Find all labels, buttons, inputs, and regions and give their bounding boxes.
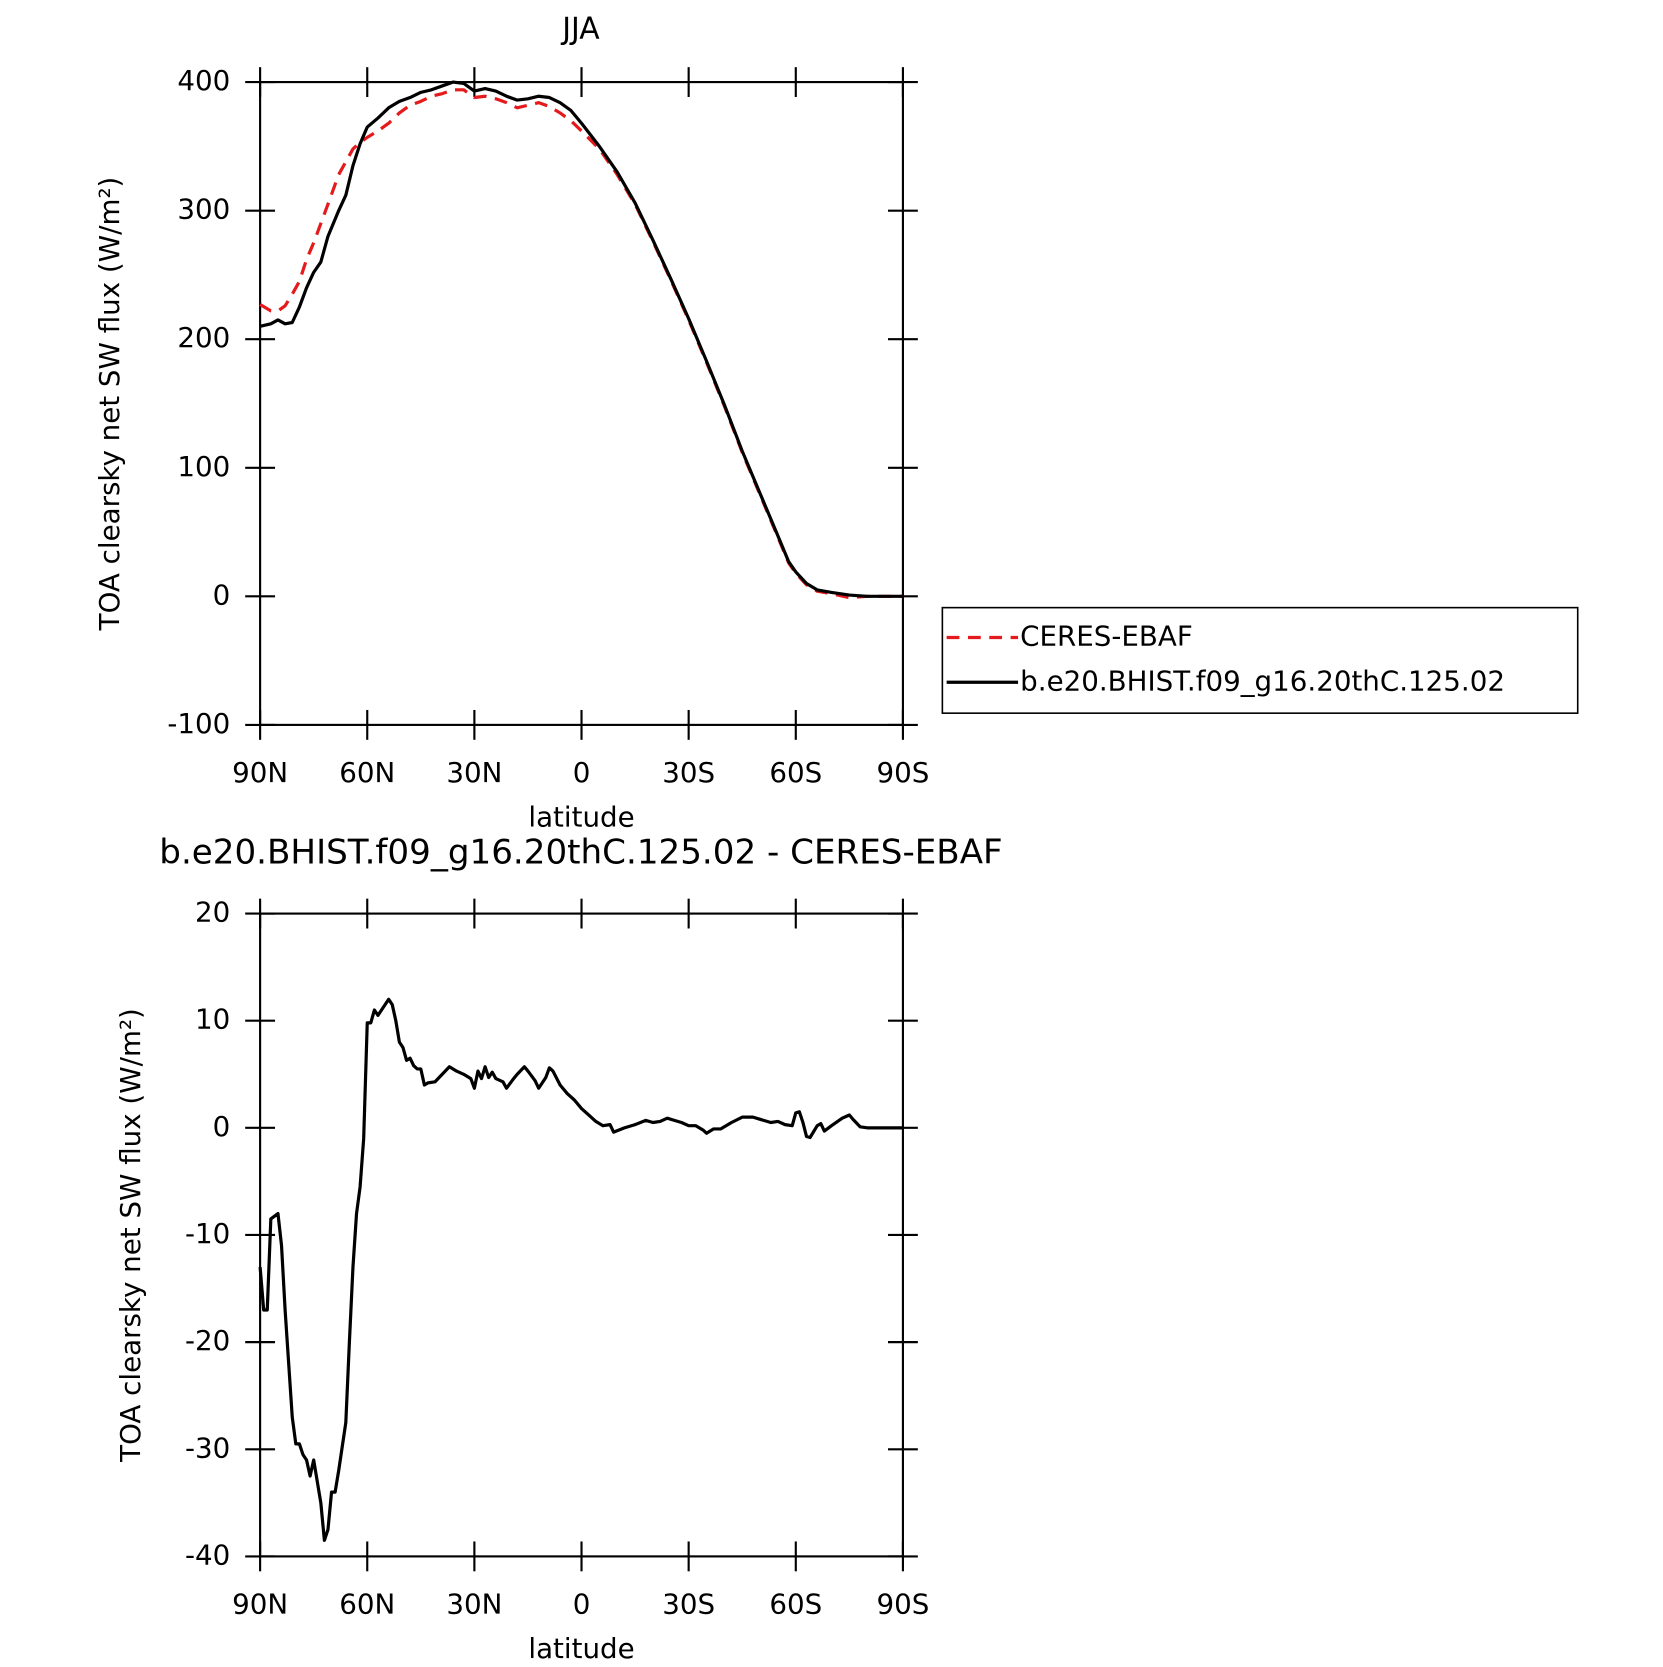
x-tick-label: 60N: [339, 756, 395, 789]
x-tick-label: 90N: [232, 1587, 288, 1620]
legend-label: b.e20.BHIST.f09_g16.20thC.125.02: [1020, 664, 1505, 697]
y-tick-label: -20: [185, 1324, 230, 1357]
legend-label: CERES-EBAF: [1020, 619, 1193, 652]
x-tick-label: 0: [573, 1587, 591, 1620]
x-tick-label: 30N: [446, 1587, 502, 1620]
series-line: [258, 997, 903, 1542]
x-axis-label: latitude: [528, 1632, 634, 1663]
x-tick-label: 0: [573, 756, 591, 789]
y-tick-label: 400: [177, 64, 230, 97]
y-tick-label: -100: [167, 707, 230, 740]
chart-title: JJA: [560, 11, 600, 46]
y-axis-label: TOA clearsky net SW flux (W/m²): [114, 1008, 147, 1463]
series-line: [259, 88, 903, 600]
chart-title: b.e20.BHIST.f09_g16.20thC.125.02 - CERES…: [159, 832, 1002, 872]
y-axis-label: TOA clearsky net SW flux (W/m²): [93, 177, 126, 632]
y-tick-label: 200: [177, 321, 230, 354]
x-tick-label: 90N: [232, 756, 288, 789]
x-axis-label: latitude: [528, 801, 634, 834]
y-tick-label: 300: [177, 193, 230, 226]
plot-frame: [259, 81, 904, 726]
y-tick-label: 0: [213, 1110, 231, 1143]
x-tick-label: 30S: [662, 756, 715, 789]
legend-box: [941, 606, 1579, 714]
x-tick-label: 60N: [339, 1587, 395, 1620]
x-tick-label: 60S: [769, 1587, 822, 1620]
y-tick-label: 10: [195, 1003, 230, 1036]
x-tick-label: 60S: [769, 756, 822, 789]
y-tick-label: 0: [213, 578, 231, 611]
series-line: [259, 80, 903, 598]
y-tick-label: 100: [177, 450, 230, 483]
x-tick-label: 30N: [446, 756, 502, 789]
y-tick-label: 20: [195, 896, 230, 929]
y-tick-label: -40: [185, 1538, 230, 1571]
y-tick-label: -10: [185, 1217, 230, 1250]
x-tick-label: 30S: [662, 1587, 715, 1620]
x-tick-label: 90S: [877, 1587, 930, 1620]
y-tick-label: -30: [185, 1431, 230, 1464]
x-tick-label: 90S: [877, 756, 930, 789]
